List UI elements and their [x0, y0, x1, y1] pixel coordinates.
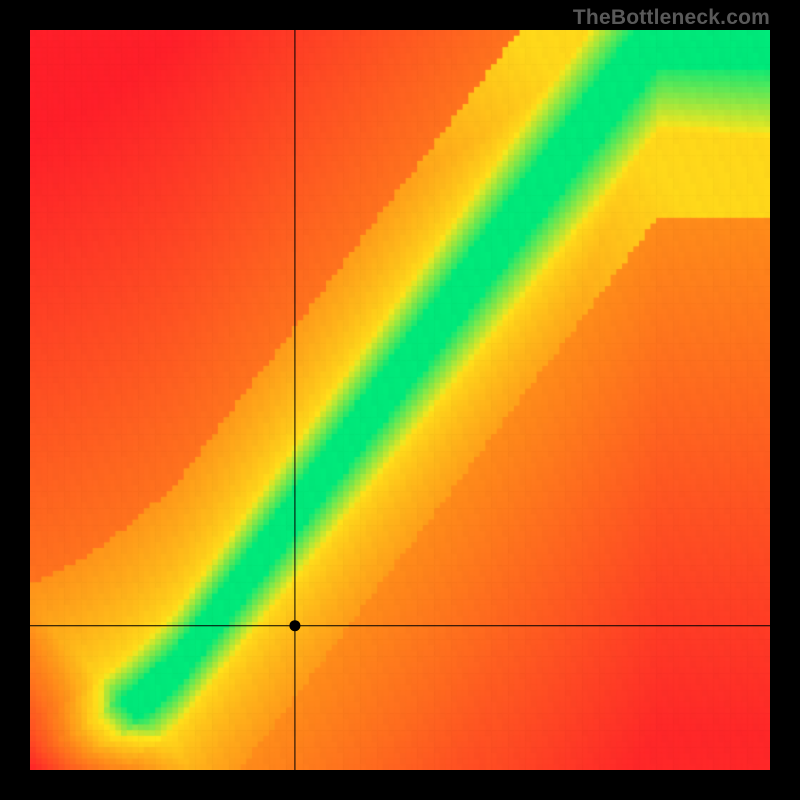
heatmap-plot — [30, 30, 770, 770]
heatmap-canvas — [30, 30, 770, 770]
chart-container: { "watermark": { "text": "TheBottleneck.… — [0, 0, 800, 800]
watermark-text: TheBottleneck.com — [573, 6, 770, 30]
